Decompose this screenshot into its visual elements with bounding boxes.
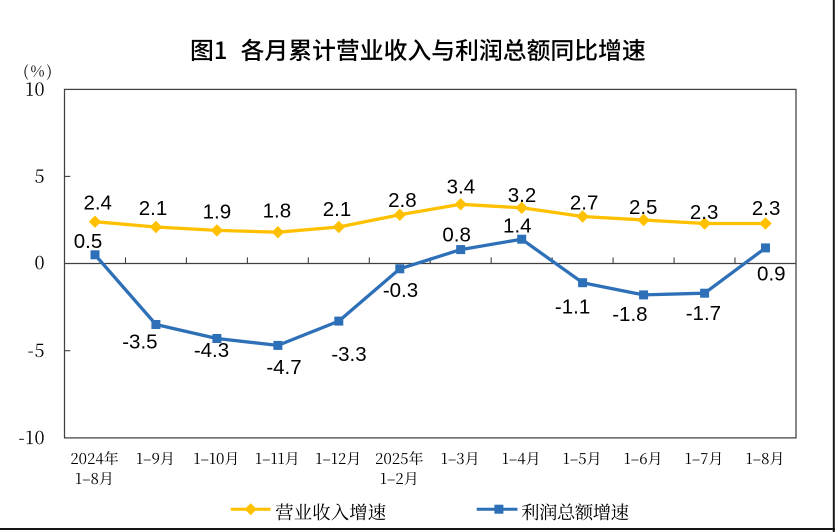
svg-text:2.1: 2.1 — [139, 197, 168, 220]
svg-text:0.9: 0.9 — [757, 263, 786, 286]
svg-text:2.8: 2.8 — [388, 189, 417, 212]
svg-text:-3.5: -3.5 — [122, 330, 157, 353]
svg-text:1.9: 1.9 — [203, 201, 232, 224]
svg-text:1.4: 1.4 — [503, 214, 532, 237]
svg-text:2.4: 2.4 — [83, 192, 112, 215]
svg-text:-4.3: -4.3 — [194, 339, 229, 362]
svg-text:-4.7: -4.7 — [266, 356, 301, 379]
svg-text:2.3: 2.3 — [752, 197, 781, 220]
svg-text:-3.3: -3.3 — [331, 343, 366, 366]
svg-text:-1.8: -1.8 — [612, 303, 647, 326]
svg-text:-1.1: -1.1 — [555, 296, 590, 319]
svg-text:0.8: 0.8 — [442, 223, 471, 246]
svg-text:2.7: 2.7 — [570, 192, 599, 215]
svg-text:3.2: 3.2 — [508, 184, 537, 207]
svg-text:3.4: 3.4 — [447, 176, 476, 199]
svg-text:-0.3: -0.3 — [383, 279, 418, 302]
svg-text:0.5: 0.5 — [74, 230, 103, 253]
svg-text:-1.7: -1.7 — [686, 302, 721, 325]
svg-text:2.1: 2.1 — [323, 198, 352, 221]
svg-text:2.3: 2.3 — [690, 201, 719, 224]
svg-text:1.8: 1.8 — [263, 200, 292, 223]
svg-text:2.5: 2.5 — [629, 196, 658, 219]
